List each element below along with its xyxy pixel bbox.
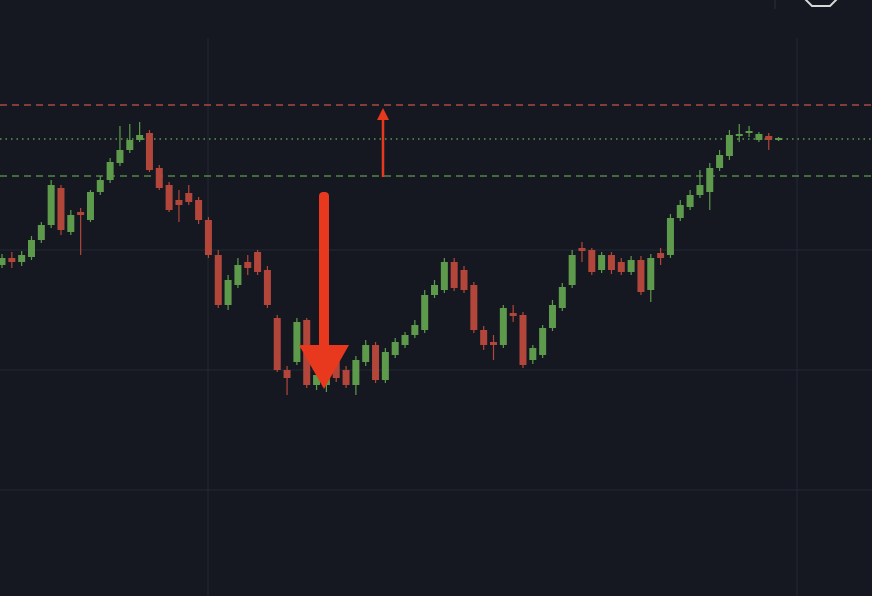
candle-body bbox=[686, 195, 694, 207]
candle-body bbox=[136, 135, 144, 140]
candle-body bbox=[588, 250, 596, 272]
candle-body bbox=[391, 342, 399, 355]
candle-body bbox=[421, 295, 429, 330]
candle-body bbox=[450, 262, 458, 288]
candle-body bbox=[666, 218, 674, 255]
up-arrow-head bbox=[377, 108, 389, 120]
candle-body bbox=[401, 335, 409, 345]
candle-body bbox=[8, 258, 16, 262]
candle-body bbox=[47, 185, 55, 225]
candle-body bbox=[362, 345, 370, 362]
candle-body bbox=[283, 370, 291, 378]
candle-body bbox=[57, 188, 65, 230]
candle-body bbox=[696, 185, 704, 195]
candle-body bbox=[234, 265, 242, 285]
candle-body bbox=[657, 253, 665, 258]
candle-body bbox=[126, 140, 134, 150]
candle-body bbox=[372, 345, 380, 380]
candle-body bbox=[627, 260, 635, 272]
candle-body bbox=[607, 255, 615, 270]
candle-body bbox=[116, 150, 124, 163]
candle-body bbox=[77, 212, 85, 215]
candle-body bbox=[18, 255, 26, 262]
candle-body bbox=[244, 262, 252, 268]
candle-body bbox=[529, 348, 537, 360]
candle-body bbox=[27, 240, 35, 257]
candle-body bbox=[273, 318, 281, 370]
candle-body bbox=[145, 133, 153, 170]
candle-body bbox=[352, 360, 360, 385]
candle-body bbox=[185, 193, 193, 202]
candle-body bbox=[499, 308, 507, 345]
candle-body bbox=[313, 375, 321, 385]
candle-body bbox=[480, 330, 488, 345]
candle-body bbox=[568, 255, 576, 285]
candle-body bbox=[342, 370, 350, 385]
candle-body bbox=[539, 328, 547, 355]
candle-body bbox=[706, 168, 714, 192]
candle-body bbox=[37, 225, 45, 240]
grid bbox=[0, 249, 872, 491]
candle-body bbox=[637, 260, 645, 292]
candle-body bbox=[460, 270, 468, 290]
candle-body bbox=[155, 168, 163, 188]
candle-body bbox=[411, 325, 419, 335]
candle-body bbox=[775, 138, 783, 140]
candle-body bbox=[293, 322, 301, 362]
candle-body bbox=[96, 180, 104, 192]
candle-body bbox=[67, 215, 75, 232]
candle-body bbox=[676, 205, 684, 218]
candle-body bbox=[735, 134, 743, 136]
candle-body bbox=[440, 262, 448, 290]
candle-body bbox=[716, 155, 724, 168]
candle-body bbox=[332, 360, 340, 378]
candle-body bbox=[470, 285, 478, 330]
candle-body bbox=[106, 162, 114, 180]
candle-body bbox=[195, 200, 203, 220]
candle-body bbox=[431, 285, 439, 295]
candle-body bbox=[254, 252, 262, 272]
candle-body bbox=[647, 258, 655, 290]
candle-body bbox=[204, 220, 212, 255]
candle-body bbox=[165, 185, 173, 210]
candle-body bbox=[558, 287, 566, 308]
candle-body bbox=[263, 270, 271, 305]
candles bbox=[0, 122, 783, 395]
down-arrow-shaft bbox=[319, 192, 329, 352]
candle-body bbox=[617, 262, 625, 272]
candle-body bbox=[765, 136, 773, 140]
candle-body bbox=[725, 135, 733, 156]
candle-body bbox=[381, 352, 389, 380]
toolbar-icon[interactable] bbox=[804, 0, 838, 7]
candle-body bbox=[0, 258, 6, 265]
candle-body bbox=[745, 131, 753, 133]
candle-body bbox=[598, 255, 606, 270]
annotations bbox=[299, 108, 389, 389]
down-arrow-head bbox=[299, 345, 349, 389]
candle-body bbox=[490, 342, 497, 345]
candle-body bbox=[578, 248, 586, 251]
candle-body bbox=[548, 305, 556, 328]
candle-body bbox=[214, 255, 222, 305]
candle-body bbox=[755, 134, 763, 140]
candle-body bbox=[224, 280, 232, 305]
candle-body bbox=[86, 192, 94, 220]
candle-body bbox=[509, 313, 517, 316]
candle-body bbox=[519, 315, 527, 365]
candle-body bbox=[175, 200, 183, 205]
